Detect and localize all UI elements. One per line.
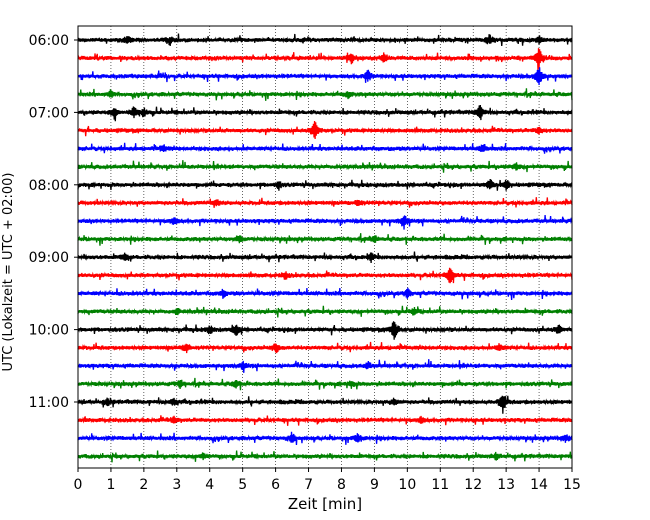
x-tick-label-15: 15 xyxy=(563,477,581,493)
x-tick-label-9: 9 xyxy=(370,477,379,493)
trace-0815 xyxy=(77,197,573,208)
plot-frame xyxy=(77,25,573,469)
x-tick-label-6: 6 xyxy=(271,477,280,493)
trace-0600 xyxy=(77,33,573,47)
trace-0800 xyxy=(77,179,573,191)
x-axis-ticks: 0 1 2 3 4 5 6 7 8 9 10 11 12 13 14 15 xyxy=(74,468,581,493)
trace-1145 xyxy=(77,450,573,463)
y-tick-label-09:00: 09:00 xyxy=(29,250,69,266)
y-axis-ticks: 06:00 07:00 08:00 09:00 10:00 11:00 xyxy=(29,33,78,411)
y-tick-label-10:00: 10:00 xyxy=(29,323,69,339)
trace-0645 xyxy=(77,88,573,101)
y-tick-label-11:00: 11:00 xyxy=(29,395,69,411)
trace-0730 xyxy=(77,142,573,154)
trace-0700 xyxy=(77,104,573,122)
trace-1015 xyxy=(77,341,573,354)
trace-0745 xyxy=(77,160,573,173)
trace-1130 xyxy=(77,431,573,446)
x-tick-label-5: 5 xyxy=(238,477,247,493)
trace-1000 xyxy=(77,321,573,340)
x-tick-label-14: 14 xyxy=(530,477,548,493)
x-axis-label: Zeit [min] xyxy=(288,495,362,513)
trace-0945 xyxy=(77,305,573,318)
x-tick-label-4: 4 xyxy=(205,477,214,493)
trace-1045 xyxy=(77,377,573,391)
y-axis-label: UTC (Lokalzeit = UTC + 02:00) xyxy=(1,173,16,372)
x-tick-label-0: 0 xyxy=(74,477,83,493)
trace-0930 xyxy=(77,287,573,301)
y-tick-label-08:00: 08:00 xyxy=(29,178,69,194)
trace-0845 xyxy=(77,233,573,246)
trace-1100 xyxy=(77,395,573,414)
trace-0830 xyxy=(77,214,573,230)
x-tick-label-10: 10 xyxy=(398,477,416,493)
x-tick-label-2: 2 xyxy=(139,477,148,493)
x-tick-label-1: 1 xyxy=(106,477,115,493)
x-tick-label-3: 3 xyxy=(172,477,181,493)
trace-0715 xyxy=(77,120,573,140)
y-tick-label-07:00: 07:00 xyxy=(29,105,69,121)
y-tick-label-06:00: 06:00 xyxy=(29,33,69,49)
trace-0900 xyxy=(77,251,573,263)
trace-1030 xyxy=(77,359,573,373)
x-tick-label-11: 11 xyxy=(431,477,449,493)
seismogram-traces xyxy=(77,33,573,463)
trace-1115 xyxy=(77,415,573,426)
x-tick-label-13: 13 xyxy=(497,477,515,493)
trace-0615 xyxy=(77,48,573,71)
x-tick-label-7: 7 xyxy=(304,477,313,493)
trace-0915 xyxy=(77,267,573,284)
trace-0630 xyxy=(77,67,573,85)
x-tick-label-12: 12 xyxy=(464,477,482,493)
x-tick-label-8: 8 xyxy=(337,477,346,493)
